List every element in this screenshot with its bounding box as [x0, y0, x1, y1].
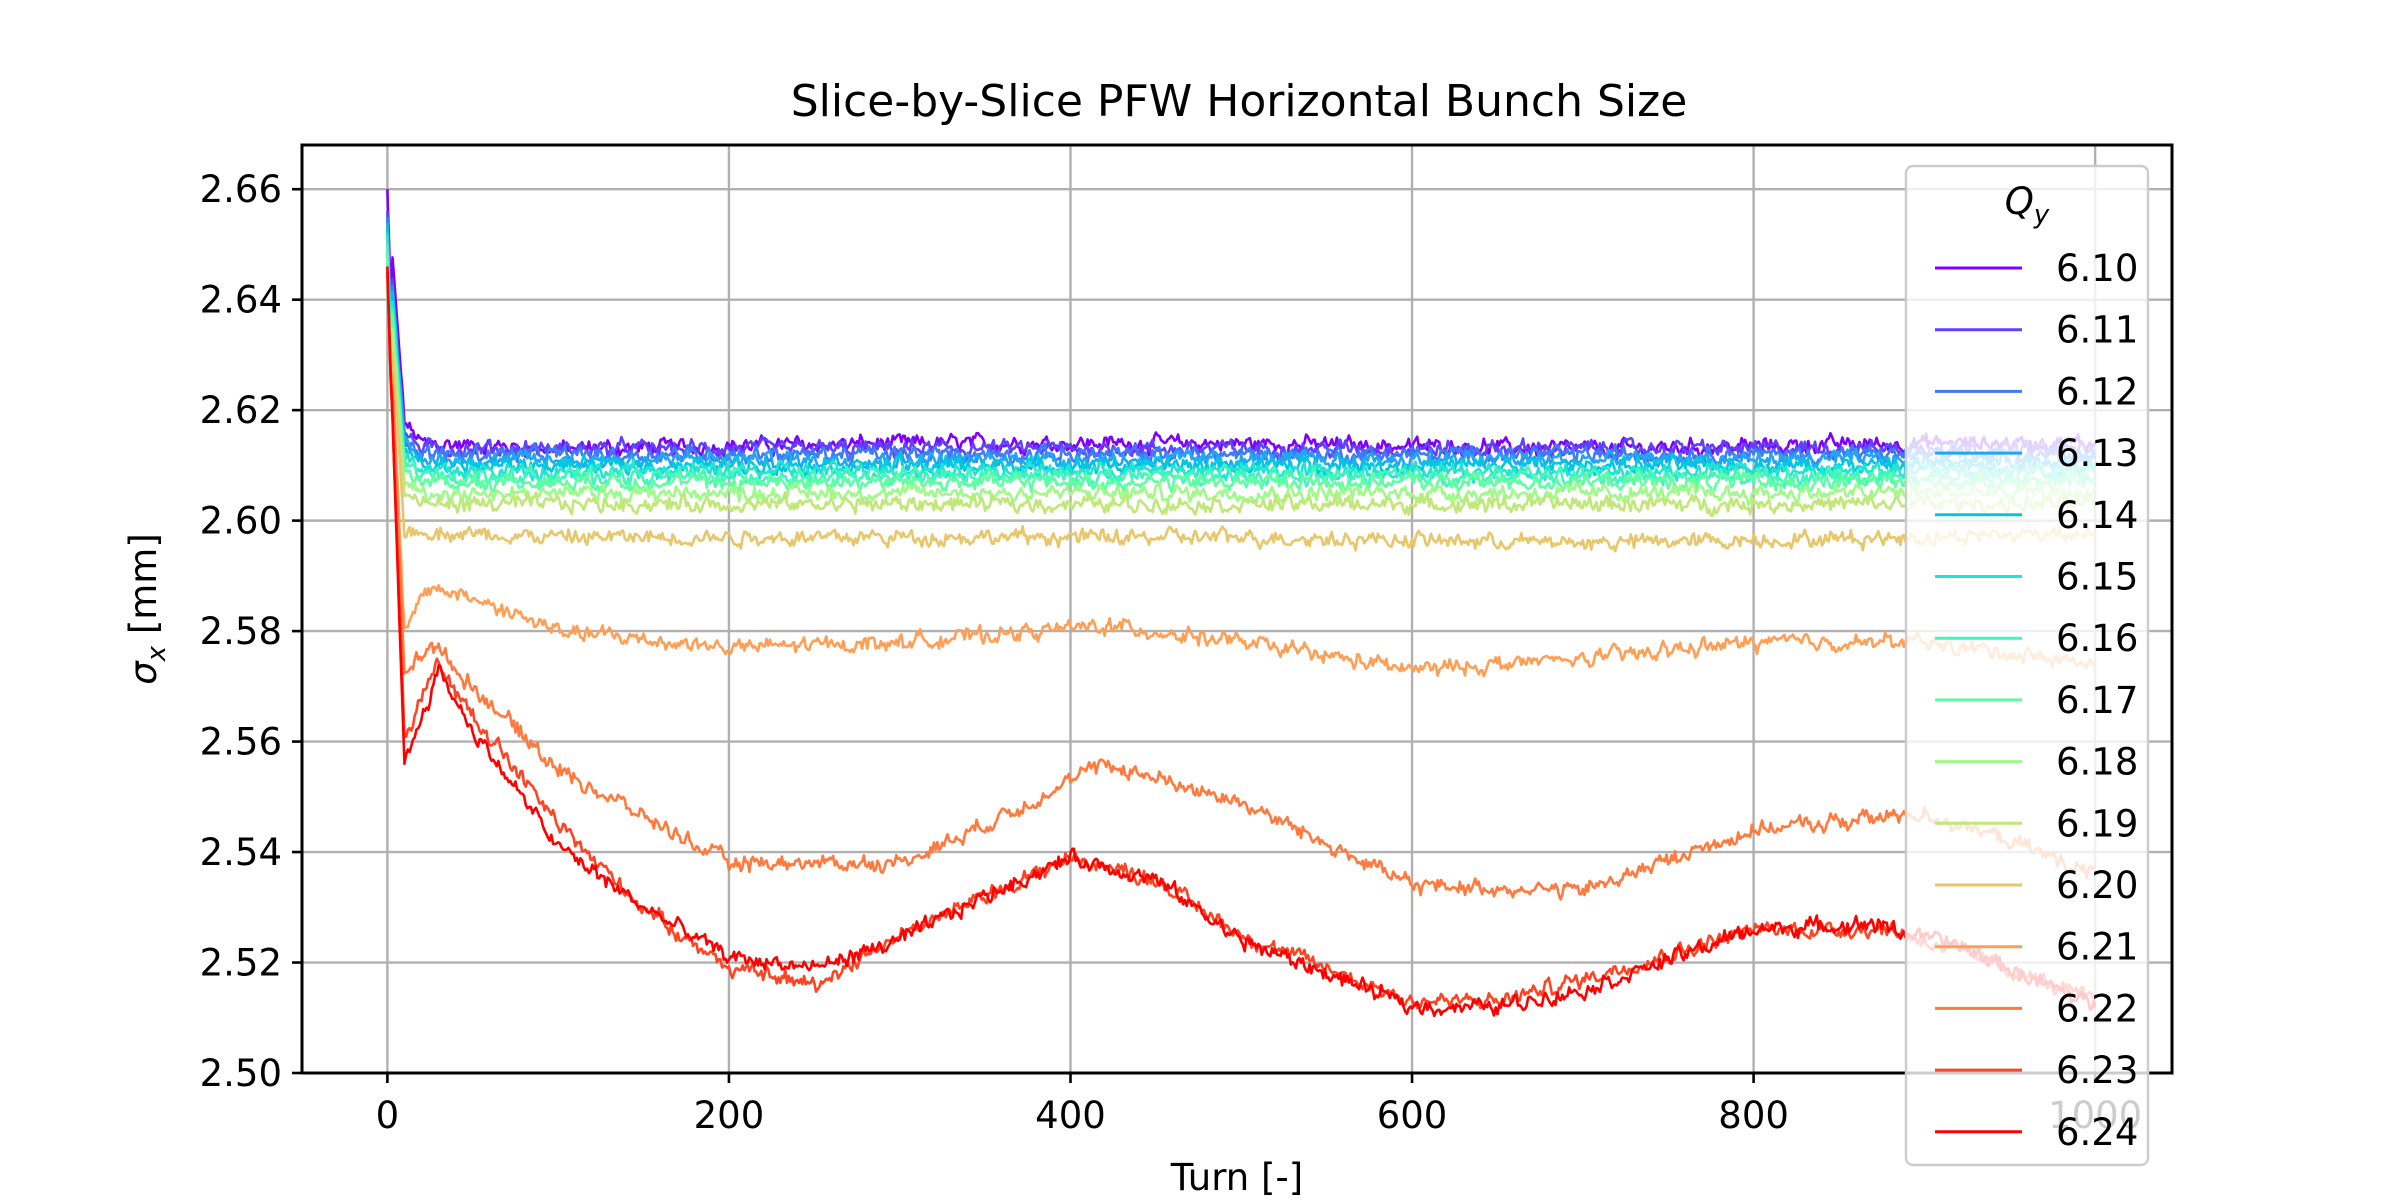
- x-tick-label: 600: [1377, 1094, 1448, 1137]
- legend-label: 6.12: [2056, 370, 2138, 413]
- series-line-6.24: [386, 266, 2097, 1018]
- series-line-6.17: [386, 255, 2097, 494]
- y-tick-label: 2.50: [200, 1052, 282, 1095]
- legend-label: 6.18: [2056, 741, 2138, 784]
- x-axis-label: Turn [-]: [1170, 1156, 1303, 1199]
- legend-label: 6.11: [2056, 309, 2138, 352]
- legend-label: 6.14: [2056, 494, 2138, 537]
- legend-label: 6.15: [2056, 556, 2138, 599]
- chart-title: Slice-by-Slice PFW Horizontal Bunch Size: [791, 76, 1688, 127]
- y-axis-ticks: 2.50 2.52 2.54 2.56 2.58 2.60 2.62 2.64 2.66: [200, 168, 302, 1095]
- series-line-6.22: [386, 272, 2097, 901]
- series-line-6.13: [386, 222, 2096, 474]
- y-tick-label: 2.58: [200, 610, 282, 653]
- series-line-6.16: [386, 244, 2096, 490]
- series-line-6.15: [386, 233, 2096, 485]
- y-tick-label: 2.62: [200, 389, 282, 432]
- series-line-6.19: [386, 272, 2097, 518]
- x-tick-label: 200: [694, 1094, 765, 1137]
- legend-label: 6.20: [2056, 864, 2138, 907]
- y-axis-label: σx [mm]: [122, 533, 172, 685]
- legend-label: 6.19: [2056, 802, 2138, 845]
- legend-label: 6.21: [2056, 926, 2138, 969]
- legend-entries: 6.10 6.11 6.12 6.13 6.14 6.15 6.16 6.17 6.18 6.19…: [1935, 247, 2138, 1154]
- legend-label: 6.23: [2056, 1049, 2138, 1092]
- legend: Qy 6.106.116.126.136.146.156.166.176.186…: [1904, 164, 2150, 1167]
- legend-label: 6.22: [2056, 987, 2138, 1030]
- x-tick-label: 0: [376, 1094, 400, 1137]
- y-tick-label: 2.56: [200, 721, 282, 764]
- y-tick-label: 2.64: [200, 279, 282, 322]
- y-tick-label: 2.54: [200, 831, 282, 874]
- x-tick-label: 400: [1035, 1094, 1106, 1137]
- series-line-6.18: [386, 266, 2097, 507]
- y-tick-label: 2.60: [200, 500, 282, 543]
- series-lines: [386, 189, 2097, 1018]
- y-tick-label: 2.66: [200, 168, 282, 211]
- x-tick-label: 800: [1718, 1094, 1789, 1137]
- series-line-6.20: [386, 272, 2096, 553]
- svg-text:σx [mm]: σx [mm]: [122, 533, 172, 685]
- legend-label: 6.16: [2056, 617, 2138, 660]
- legend-label: 6.17: [2056, 679, 2138, 722]
- gridlines: [302, 145, 2172, 1075]
- legend-box: [1904, 164, 2150, 1167]
- plot-frame: [300, 143, 2174, 1075]
- legend-label: 6.10: [2056, 247, 2138, 290]
- legend-label: 6.24: [2056, 1111, 2138, 1154]
- legend-label: 6.13: [2056, 432, 2138, 475]
- series-line-6.21: [386, 272, 2097, 678]
- y-tick-label: 2.52: [200, 942, 282, 985]
